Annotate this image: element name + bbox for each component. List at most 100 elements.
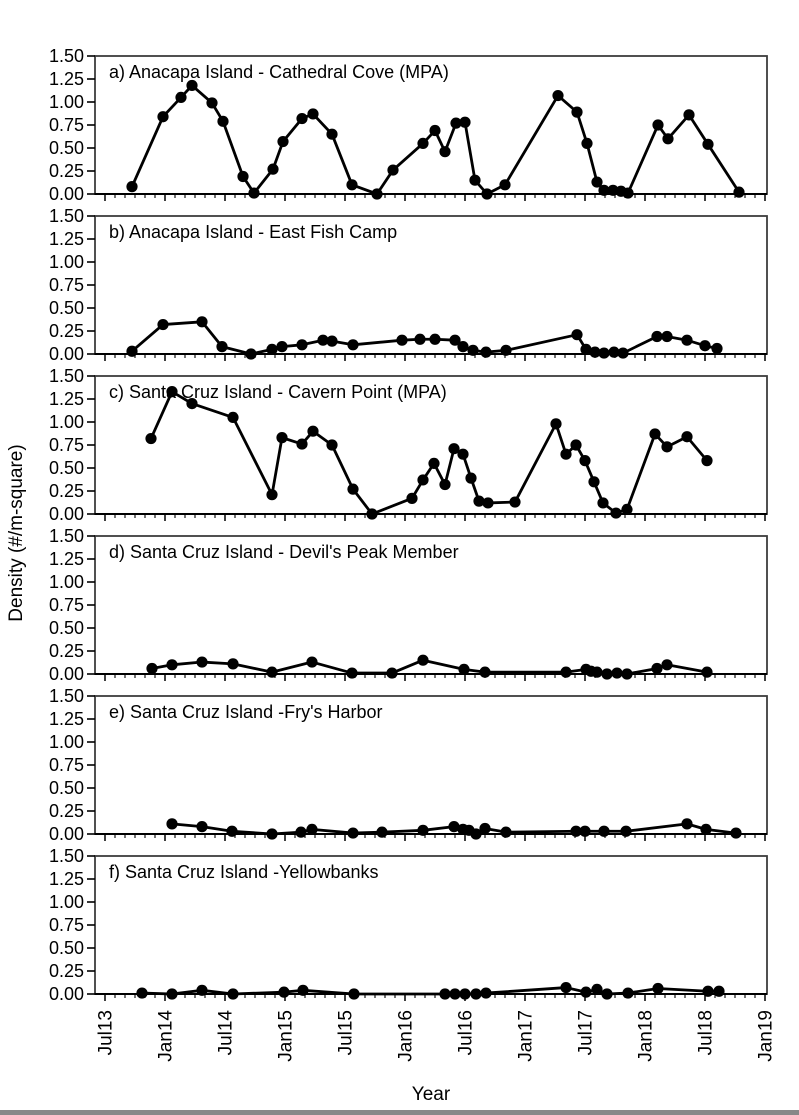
y-tick-label: 0.00 [49,504,84,524]
panel-b-data-point [480,346,492,358]
panel-f-data-point [702,985,714,997]
y-tick-label: 1.25 [49,709,84,729]
panel-a-data-point [326,128,338,140]
panel-b-data-point [467,344,479,356]
panel-b-data-point [126,345,138,357]
panel-a-data-point [581,137,593,149]
panel-f-data-point [449,988,461,1000]
panel-d-data-point [266,666,278,678]
panel-e-data-point [226,825,238,837]
panel-b-data-point [296,339,308,351]
x-tick-label: Jan17 [516,1010,537,1062]
panel-f-data-point [166,988,178,1000]
panel-d-data-point [346,667,358,679]
y-tick-label: 1.00 [49,412,84,432]
y-axis-label: Density (#/m-square) [6,444,27,621]
panel-e-data-point [196,821,208,833]
panel-f-data-point [470,988,482,1000]
panel-b-data-point [661,330,673,343]
panel-a-data-point [267,163,279,175]
y-tick-label: 1.25 [49,389,84,409]
panel-c-data-point [296,438,308,450]
panel-c-data-point [439,478,451,491]
panel-c-data-point [473,495,485,507]
panel-f-data-point [560,981,572,994]
panel-b-data-point [580,343,592,355]
panel-a-data-point [157,111,169,123]
x-tick-label: Jul17 [576,1010,597,1055]
panel-d-data-point [386,667,398,679]
panel-b-data-point [449,334,461,346]
panel-d-title: d) Santa Cruz Island - Devil's Peak Memb… [109,542,459,562]
panel-d-data-point [701,666,713,678]
panel-c-data-point [166,386,178,398]
panel-c-data-point [366,508,378,520]
panel-e-data-point [620,825,632,837]
panel-b-data-point [651,330,663,343]
panel-a-data-point [371,188,383,200]
panel-f-data-point [622,987,634,999]
panel-d-data-point [661,659,673,671]
panel-f-data-point [278,986,290,998]
panel-e-data-point [417,824,429,836]
panel-c-data-point [597,497,609,509]
panel-a-data-point [702,138,714,150]
panel-a-data-point [499,179,511,191]
panel-c-data-point [701,455,713,467]
panel-a-data-point [429,124,441,137]
panel-f-data-point [196,984,208,996]
panel-f-data-point [601,988,613,1000]
y-tick-label: 0.50 [49,938,84,958]
y-tick-label: 1.25 [49,229,84,249]
panel-b-data-point [157,318,169,331]
panel-c-data-point [266,489,278,501]
panel-e-data-point [579,825,591,837]
x-tick-label: Jul16 [456,1010,477,1055]
panel-b-data-point [711,342,723,355]
panel-c-data-point [579,455,591,467]
panel-c-series-line [149,390,709,516]
y-tick-label: 0.00 [49,824,84,844]
panel-d-data-point [621,668,633,680]
y-tick-label: 0.75 [49,595,84,615]
y-tick-label: 0.75 [49,755,84,775]
panel-b-data-point [347,339,359,351]
panel-b-title: b) Anacapa Island - East Fish Camp [109,222,397,242]
y-tick-label: 0.50 [49,298,84,318]
panel-e-title: e) Santa Cruz Island -Fry's Harbor [109,702,383,722]
panel-e-data-point [295,826,307,838]
y-tick-label: 0.00 [49,184,84,204]
panel-f-data-point [652,982,664,995]
panel-c-data-point [406,492,418,504]
panel-c-data-point [448,443,460,455]
panel-f-data-point [591,983,603,996]
panel-b-data-point [598,347,610,359]
panel-a-data-point [417,137,429,149]
panel-e-data-point [306,823,318,836]
panel-e-data-point [448,821,460,833]
y-tick-label: 0.50 [49,618,84,638]
panel-e-data-point [266,828,278,840]
panel-a-data-point [296,112,308,125]
panel-c-data-point [610,507,622,519]
y-tick-label: 1.50 [49,206,84,226]
panel-d-data-point [146,662,158,675]
panel-c-data-point [588,476,600,488]
panel-b-data-point [699,340,711,352]
panel-b-data-point [429,333,441,345]
panel-c-data-point [509,496,521,508]
panel-d-data-point [227,658,239,670]
x-tick-label: Jan16 [396,1010,417,1062]
panel-a-data-point [439,146,451,158]
panel-b-data-point [276,341,288,353]
panel-b-data-point [414,333,426,345]
panel-d-data-point [611,667,623,679]
y-tick-label: 0.75 [49,275,84,295]
panel-f-data-point [297,984,309,996]
y-tick-label: 0.50 [49,458,84,478]
panel-e-data-point [347,827,359,839]
panel-c-data-point [428,457,440,469]
panel-a-data-point [307,108,319,120]
y-tick-label: 1.50 [49,366,84,386]
panel-b-data-point [317,334,329,346]
